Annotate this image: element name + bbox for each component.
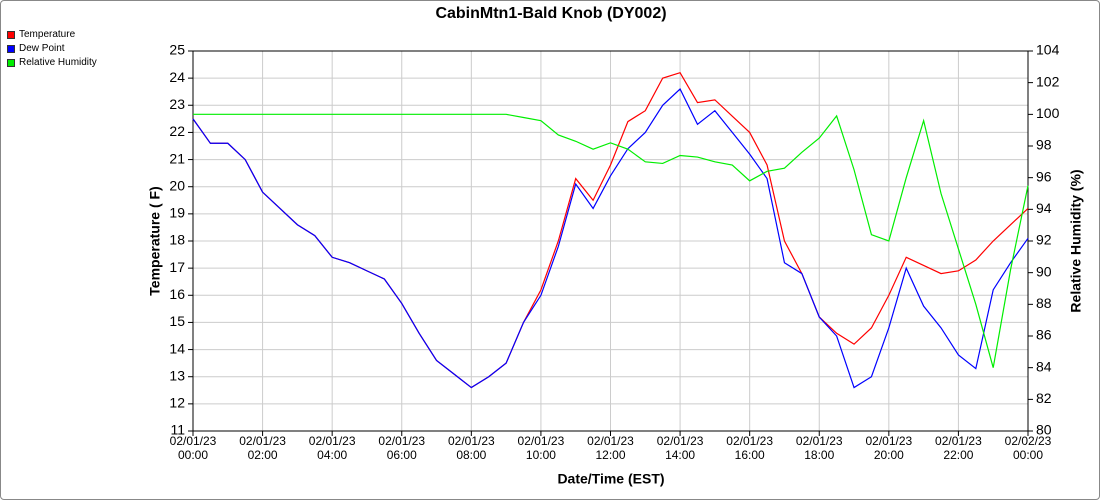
y2-tick-label: 92 [1036,232,1052,248]
y-tick-label: 25 [169,42,185,58]
y-tick-label: 11 [170,422,185,438]
y-tick-label: 19 [169,205,185,221]
y-tick-label: 12 [169,395,185,411]
y-tick-label: 13 [169,367,185,383]
legend-label: Dew Point [19,43,65,54]
y2-tick-label: 94 [1036,200,1052,216]
y2-axis-label: Relative Humidity (%) [1068,169,1084,312]
x-tick-label: 02/01/23 00:00 [169,434,217,462]
y2-tick-label: 88 [1036,295,1052,311]
x-tick-label: 02/02/23 00:00 [1004,434,1052,462]
x-tick-label: 02/01/23 10:00 [517,434,565,462]
y2-tick-label: 104 [1036,42,1060,58]
y-tick-label: 15 [169,313,185,329]
legend-item: Relative Humidity [7,57,97,68]
y-tick-label: 21 [169,150,185,166]
x-tick-label: 02/01/23 08:00 [447,434,495,462]
y-tick-label: 16 [169,286,185,302]
series-line [193,113,1029,368]
legend-label: Relative Humidity [19,57,97,68]
y2-tick-label: 98 [1036,137,1052,153]
x-tick-label: 02/01/23 16:00 [726,434,774,462]
x-tick-label: 02/01/23 18:00 [795,434,843,462]
y2-tick-label: 96 [1036,168,1052,184]
x-tick-label: 02/01/23 20:00 [865,434,913,462]
legend-swatch [7,58,15,67]
y2-tick-label: 90 [1036,263,1052,279]
y2-tick-label: 86 [1036,327,1052,343]
y2-tick-label: 80 [1036,422,1052,438]
y-tick-label: 20 [169,177,185,193]
chart-title: CabinMtn1-Bald Knob (DY002) [435,5,666,22]
y2-tick-label: 100 [1036,105,1060,121]
y-tick-label: 23 [169,96,185,112]
x-tick-label: 02/01/23 06:00 [378,434,426,462]
x-tick-label: 02/01/23 02:00 [239,434,286,462]
x-tick-label: 02/01/23 22:00 [935,434,982,462]
y-axis-label: Temperature ( F) [147,186,163,295]
plot-frame [192,50,1029,432]
y-tick-label: 14 [169,340,185,356]
y2-tick-label: 84 [1036,358,1052,374]
y-tick-label: 17 [169,259,185,275]
x-axis-label: Date/Time (EST) [557,471,664,487]
legend-item: Dew Point [7,43,65,54]
legend-label: Temperature [19,29,76,40]
legend-item: Temperature [7,29,75,40]
y2-tick-label: 102 [1036,73,1060,89]
y-tick-label: 24 [169,69,185,85]
x-tick-label: 02/01/23 04:00 [308,434,356,462]
legend-swatch [7,30,15,39]
y-tick-label: 18 [169,232,185,248]
series-line [192,88,1029,389]
legend-swatch [7,44,15,53]
y-tick-label: 22 [169,123,185,139]
y2-tick-label: 82 [1036,390,1052,406]
x-tick-label: 02/01/23 14:00 [656,434,704,462]
x-tick-label: 02/01/23 12:00 [587,434,634,462]
